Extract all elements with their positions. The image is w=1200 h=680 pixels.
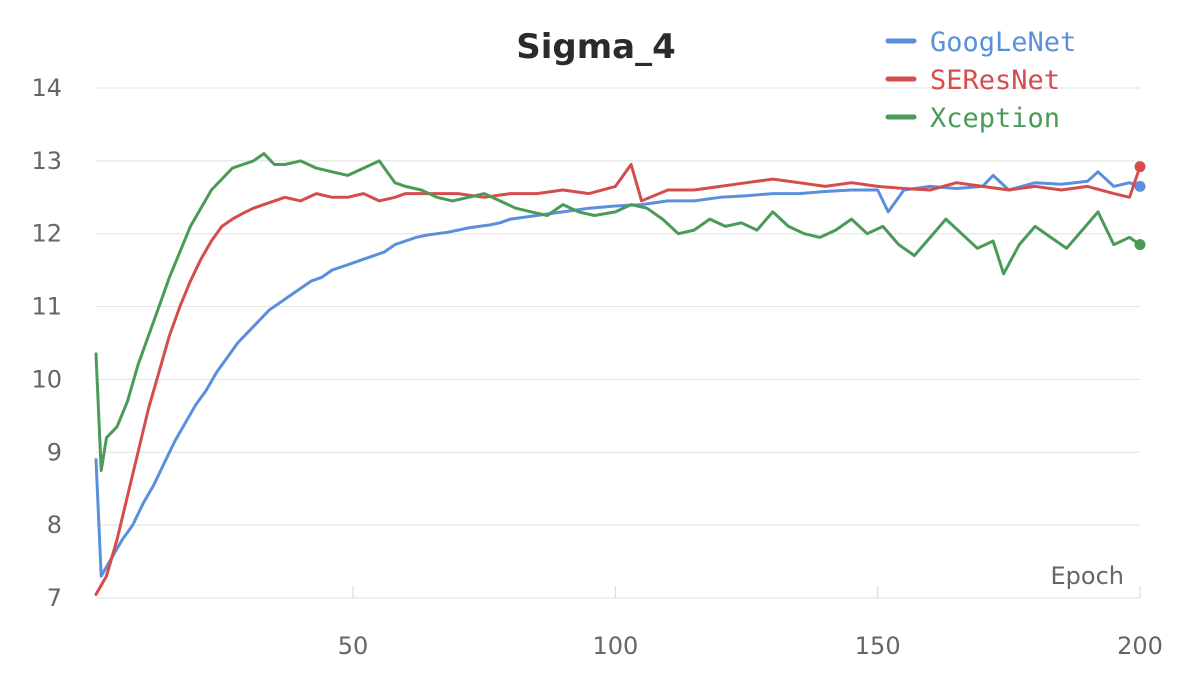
series-line-seresnet[interactable]: [94, 163, 1142, 596]
series-line-googlenet[interactable]: [94, 170, 1142, 578]
legend-label-googlenet[interactable]: GoogLeNet: [930, 27, 1076, 58]
y-tick-label: 9: [47, 438, 62, 466]
series-endpoint-googlenet: [1134, 180, 1146, 192]
y-tick-label: 8: [47, 511, 62, 539]
y-tick-label: 11: [31, 293, 62, 321]
x-tick-label: 100: [592, 632, 638, 660]
series-endpoint-xception: [1134, 239, 1146, 251]
series-lines: [94, 152, 1146, 596]
x-axis-label: Epoch: [1051, 562, 1125, 590]
series-endpoint-seresnet: [1134, 161, 1146, 173]
legend[interactable]: GoogLeNet SEResNet Xception: [885, 27, 1076, 134]
y-tick-label: 10: [31, 365, 62, 393]
x-axis-ticks: 50 100 150 200: [338, 586, 1163, 660]
legend-label-xception[interactable]: Xception: [930, 103, 1060, 134]
x-tick-label: 150: [855, 632, 901, 660]
series-line-xception[interactable]: [94, 152, 1142, 472]
gridlines: [96, 87, 1140, 599]
x-tick-label: 200: [1117, 632, 1163, 660]
y-tick-label: 13: [31, 147, 62, 175]
y-tick-label: 12: [31, 220, 62, 248]
y-tick-label: 14: [31, 74, 62, 102]
x-tick-label: 50: [338, 632, 369, 660]
y-axis-ticks: 7 8 9 10 11 12 13 14: [31, 74, 62, 612]
legend-label-seresnet[interactable]: SEResNet: [930, 65, 1060, 96]
chart-title: Sigma_4: [516, 27, 676, 67]
y-tick-label: 7: [47, 584, 62, 612]
